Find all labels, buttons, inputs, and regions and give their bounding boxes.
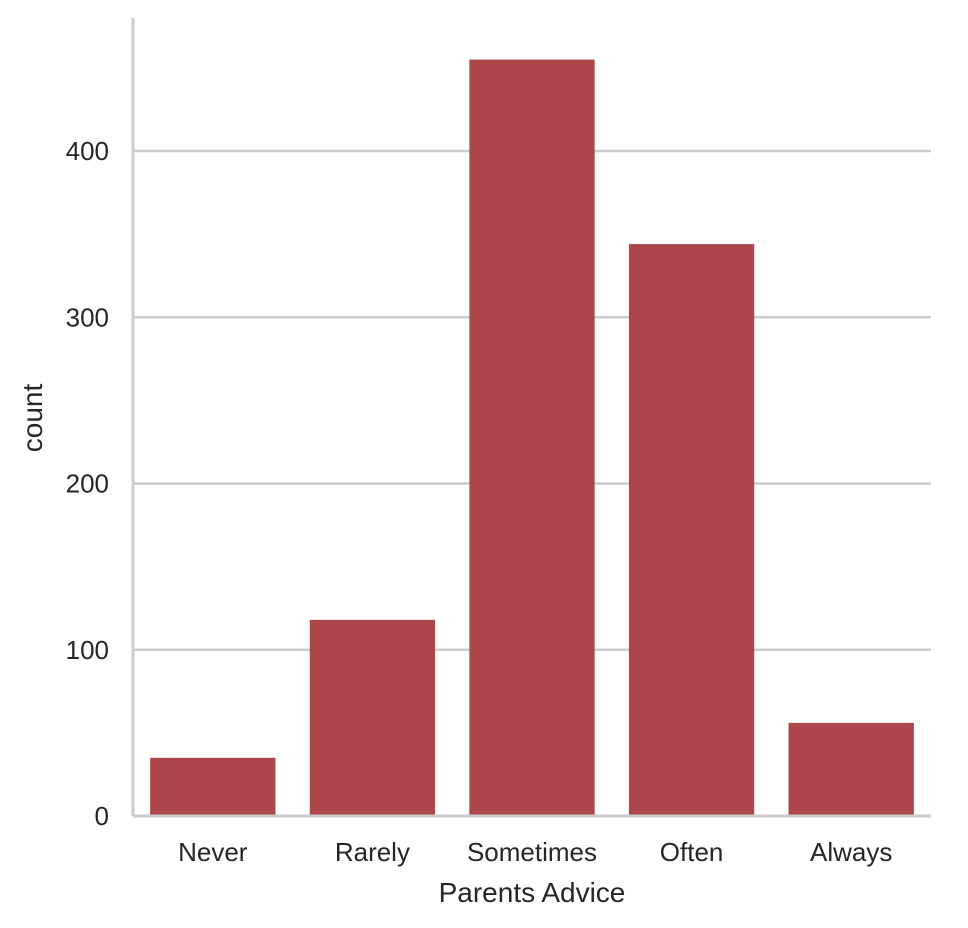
bar-never (150, 757, 276, 816)
x-tick-label: Rarely (335, 837, 410, 867)
ticks-layer: 0 100 200 300 400 Never Rarely Sometimes Often Al… (66, 136, 893, 867)
y-tick-label: 400 (66, 136, 109, 166)
bar-rarely (309, 619, 436, 816)
y-tick-label: 0 (95, 801, 109, 831)
bars-layer (150, 59, 914, 817)
bar-always (788, 722, 914, 816)
y-axis-label: count (17, 384, 48, 453)
x-tick-label: Never (178, 837, 248, 867)
x-axis-label: Parents Advice (439, 877, 626, 908)
x-tick-label: Always (810, 837, 892, 867)
bar-sometimes (469, 59, 595, 816)
y-tick-label: 300 (66, 302, 109, 332)
bar-often (628, 244, 755, 817)
axes-layer (131, 18, 931, 818)
y-tick-label: 100 (66, 635, 109, 665)
x-tick-label: Often (660, 837, 724, 867)
x-tick-label: Sometimes (467, 837, 597, 867)
y-tick-label: 200 (66, 469, 109, 499)
